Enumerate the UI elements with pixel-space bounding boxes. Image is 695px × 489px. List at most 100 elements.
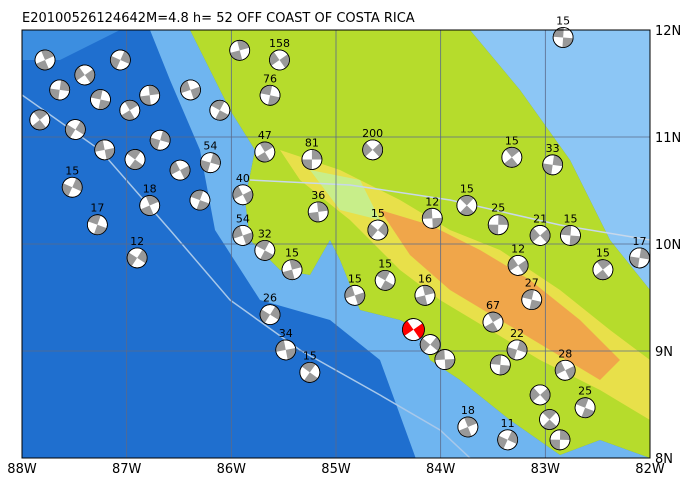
beachball-outline xyxy=(269,49,290,71)
beachball-outline xyxy=(86,214,108,236)
depth-label: 36 xyxy=(311,189,325,202)
depth-label: 15 xyxy=(378,257,392,270)
beachball-outline xyxy=(29,109,51,131)
beachball-quadrant xyxy=(484,312,502,333)
focal-mechanism xyxy=(552,27,574,48)
focal-mechanism xyxy=(259,84,281,106)
focal-mechanism xyxy=(126,247,148,269)
depth-label: 158 xyxy=(269,37,290,50)
beachball-outline xyxy=(254,240,276,261)
focal-mechanism xyxy=(482,311,504,333)
beachball-outline xyxy=(419,334,441,355)
depth-label: 54 xyxy=(203,140,217,153)
depth-label: 34 xyxy=(279,327,293,340)
beachball-quadrant xyxy=(127,249,148,267)
depth-label: 11 xyxy=(501,417,515,430)
focal-mechanism xyxy=(49,79,71,101)
x-tick-label: 88W xyxy=(7,462,37,477)
depth-label: 54 xyxy=(236,212,250,225)
beachball-outline xyxy=(307,201,329,223)
beachball-outline xyxy=(456,195,478,216)
beachball-outline xyxy=(209,99,231,121)
focal-mechanism xyxy=(269,49,290,71)
beachball-quadrant xyxy=(542,154,563,175)
depth-label: 18 xyxy=(461,404,475,417)
beachball-outline xyxy=(126,247,148,269)
depth-label: 15 xyxy=(505,134,519,147)
focal-mechanism xyxy=(501,146,523,168)
beachball-outline xyxy=(457,416,479,438)
beachball-outline xyxy=(229,39,251,61)
depth-label: 200 xyxy=(362,127,383,140)
depth-label: 17 xyxy=(633,235,647,248)
beachball-quadrant xyxy=(575,397,595,418)
beachball-outline xyxy=(629,247,650,269)
focal-mechanism xyxy=(169,159,191,181)
focal-mechanism xyxy=(521,289,543,311)
beachball-outline xyxy=(549,429,571,451)
beachball-quadrant xyxy=(422,208,443,229)
beachball-quadrant xyxy=(170,161,191,180)
beachball-outline xyxy=(301,149,323,170)
beachball-outline xyxy=(259,304,281,326)
depth-label: 15 xyxy=(285,247,299,260)
beachball-outline xyxy=(529,384,551,406)
focal-mechanism xyxy=(574,397,596,419)
focal-mechanism xyxy=(29,109,51,131)
beachball-quadrant xyxy=(553,27,574,48)
beachball-outline xyxy=(49,79,71,101)
beachball-outline xyxy=(482,311,504,333)
focal-mechanism xyxy=(506,339,528,361)
focal-mechanism xyxy=(529,225,551,246)
beachball-quadrant xyxy=(504,147,520,168)
focal-mechanism xyxy=(497,429,519,451)
beachball-outline xyxy=(489,354,511,376)
caribbean-shelf xyxy=(470,30,650,290)
beachball-outline xyxy=(90,89,111,110)
beachball-outline xyxy=(34,49,56,71)
beachball-quadrant xyxy=(420,336,441,353)
focal-mechanism xyxy=(229,39,251,61)
beachball-quadrant xyxy=(139,85,160,106)
beachball-outline xyxy=(119,99,141,121)
depth-label: 15 xyxy=(303,349,317,362)
beachball-outline xyxy=(232,225,254,246)
focal-mechanism xyxy=(281,259,303,281)
beachball-quadrant xyxy=(110,50,131,70)
focal-mechanism xyxy=(421,207,443,229)
depth-label: 25 xyxy=(491,202,505,215)
beachball-quadrant xyxy=(530,387,551,403)
beachball-quadrant xyxy=(190,190,210,211)
y-tick-label: 9N xyxy=(655,345,673,360)
depth-label: 27 xyxy=(525,277,539,290)
beachball-quadrant xyxy=(434,349,455,370)
depth-label: 15 xyxy=(460,182,474,195)
depth-label: 18 xyxy=(143,182,157,195)
depth-label: 15 xyxy=(563,212,577,225)
focal-mechanism xyxy=(149,129,171,151)
depth-label: 67 xyxy=(486,299,500,312)
depth-label: 12 xyxy=(425,195,439,208)
beachball-quadrant xyxy=(121,100,139,121)
focal-mechanism xyxy=(209,99,231,121)
focal-mechanism xyxy=(232,225,254,246)
focal-mechanism xyxy=(592,259,614,281)
beachball-outline xyxy=(74,64,96,86)
focal-mechanism xyxy=(232,184,254,206)
focal-mechanism xyxy=(529,384,551,406)
mountains xyxy=(380,210,620,380)
focal-mechanism xyxy=(34,49,56,71)
focal-mechanism xyxy=(539,409,560,430)
depth-label: 32 xyxy=(258,227,272,240)
beachball-quadrant xyxy=(367,222,388,238)
focal-mechanism xyxy=(189,189,211,211)
depth-label: 81 xyxy=(305,136,319,149)
beachball-quadrant xyxy=(508,257,529,274)
focal-mechanism xyxy=(139,195,161,216)
focal-mechanism xyxy=(489,354,511,376)
beachball-quadrant xyxy=(488,214,509,235)
focal-mechanism xyxy=(560,225,581,246)
beachball-outline xyxy=(299,361,321,383)
focal-mechanism xyxy=(402,318,425,342)
beachball-outline xyxy=(281,259,303,281)
